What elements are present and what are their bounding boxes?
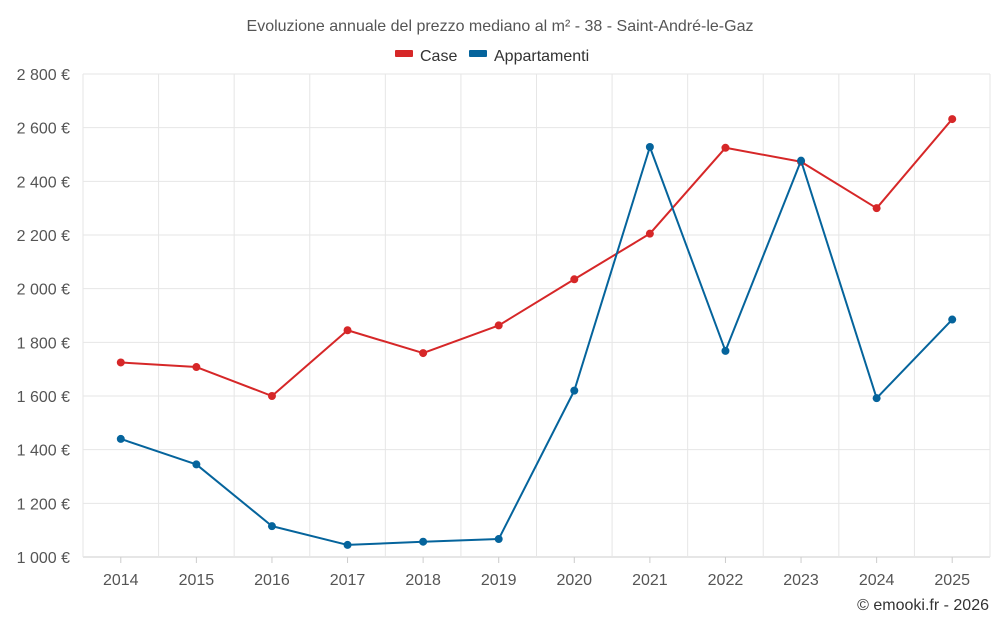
data-point[interactable] [343,326,352,335]
x-tick-label: 2017 [330,572,366,589]
series-line [120,118,953,397]
y-tick-label: 1 400 € [17,443,70,460]
x-tick-label: 2018 [405,572,441,589]
data-point[interactable] [494,535,503,544]
data-point[interactable] [645,229,654,238]
data-point[interactable] [948,315,957,324]
y-tick-label: 1 000 € [17,550,70,567]
legend-item-appartamenti[interactable]: Appartamenti [469,48,589,65]
x-tick-label: 2025 [934,572,970,589]
data-point[interactable] [872,204,881,213]
series-layer [116,115,957,549]
y-tick-label: 2 200 € [17,228,70,245]
data-point[interactable] [192,363,201,372]
data-point[interactable] [192,460,201,469]
legend-swatch [469,50,487,57]
series-appartamenti [116,142,957,549]
x-axis: 2014 2015 2016 2017 2018 2019 2020 2021 2022 2023… [103,557,970,589]
data-point[interactable] [419,537,428,546]
data-point[interactable] [797,156,806,165]
legend: Case Appartamenti [395,48,589,65]
data-point[interactable] [872,394,881,403]
y-tick-label: 2 800 € [17,67,70,84]
data-point[interactable] [116,358,125,367]
data-point[interactable] [570,386,579,395]
legend-label: Appartamenti [494,48,589,65]
data-point[interactable] [721,143,730,152]
y-tick-label: 1 600 € [17,389,70,406]
y-tick-label: 2 600 € [17,121,70,138]
data-point[interactable] [419,349,428,358]
x-tick-label: 2015 [179,572,215,589]
data-point[interactable] [948,115,957,124]
x-tick-label: 2020 [556,572,592,589]
legend-label: Case [420,48,457,65]
y-tick-label: 2 400 € [17,174,70,191]
x-tick-label: 2021 [632,572,668,589]
x-tick-label: 2019 [481,572,517,589]
chart-title: Evoluzione annuale del prezzo mediano al… [247,18,754,35]
data-point[interactable] [343,540,352,549]
y-tick-label: 2 000 € [17,282,70,299]
legend-swatch [395,50,413,57]
x-tick-label: 2023 [783,572,819,589]
data-point[interactable] [116,434,125,443]
data-point[interactable] [267,392,276,400]
series-case [116,115,957,400]
data-point[interactable] [570,275,579,284]
legend-item-case[interactable]: Case [395,48,457,65]
x-tick-label: 2014 [103,572,139,589]
data-point[interactable] [494,321,503,330]
x-tick-label: 2024 [859,572,895,589]
data-point[interactable] [645,142,654,151]
y-tick-label: 1 200 € [17,496,70,513]
x-tick-label: 2022 [708,572,744,589]
series-line [120,145,953,546]
data-point[interactable] [721,346,730,355]
y-tick-label: 1 800 € [17,335,70,352]
y-axis: 1 000 € 1 200 € 1 400 € 1 600 € 1 800 € 2 000… [17,67,70,567]
credit-text: © emooki.fr - 2026 [857,597,989,614]
x-tick-label: 2016 [254,572,290,589]
data-point[interactable] [267,522,276,531]
grid [82,73,991,558]
